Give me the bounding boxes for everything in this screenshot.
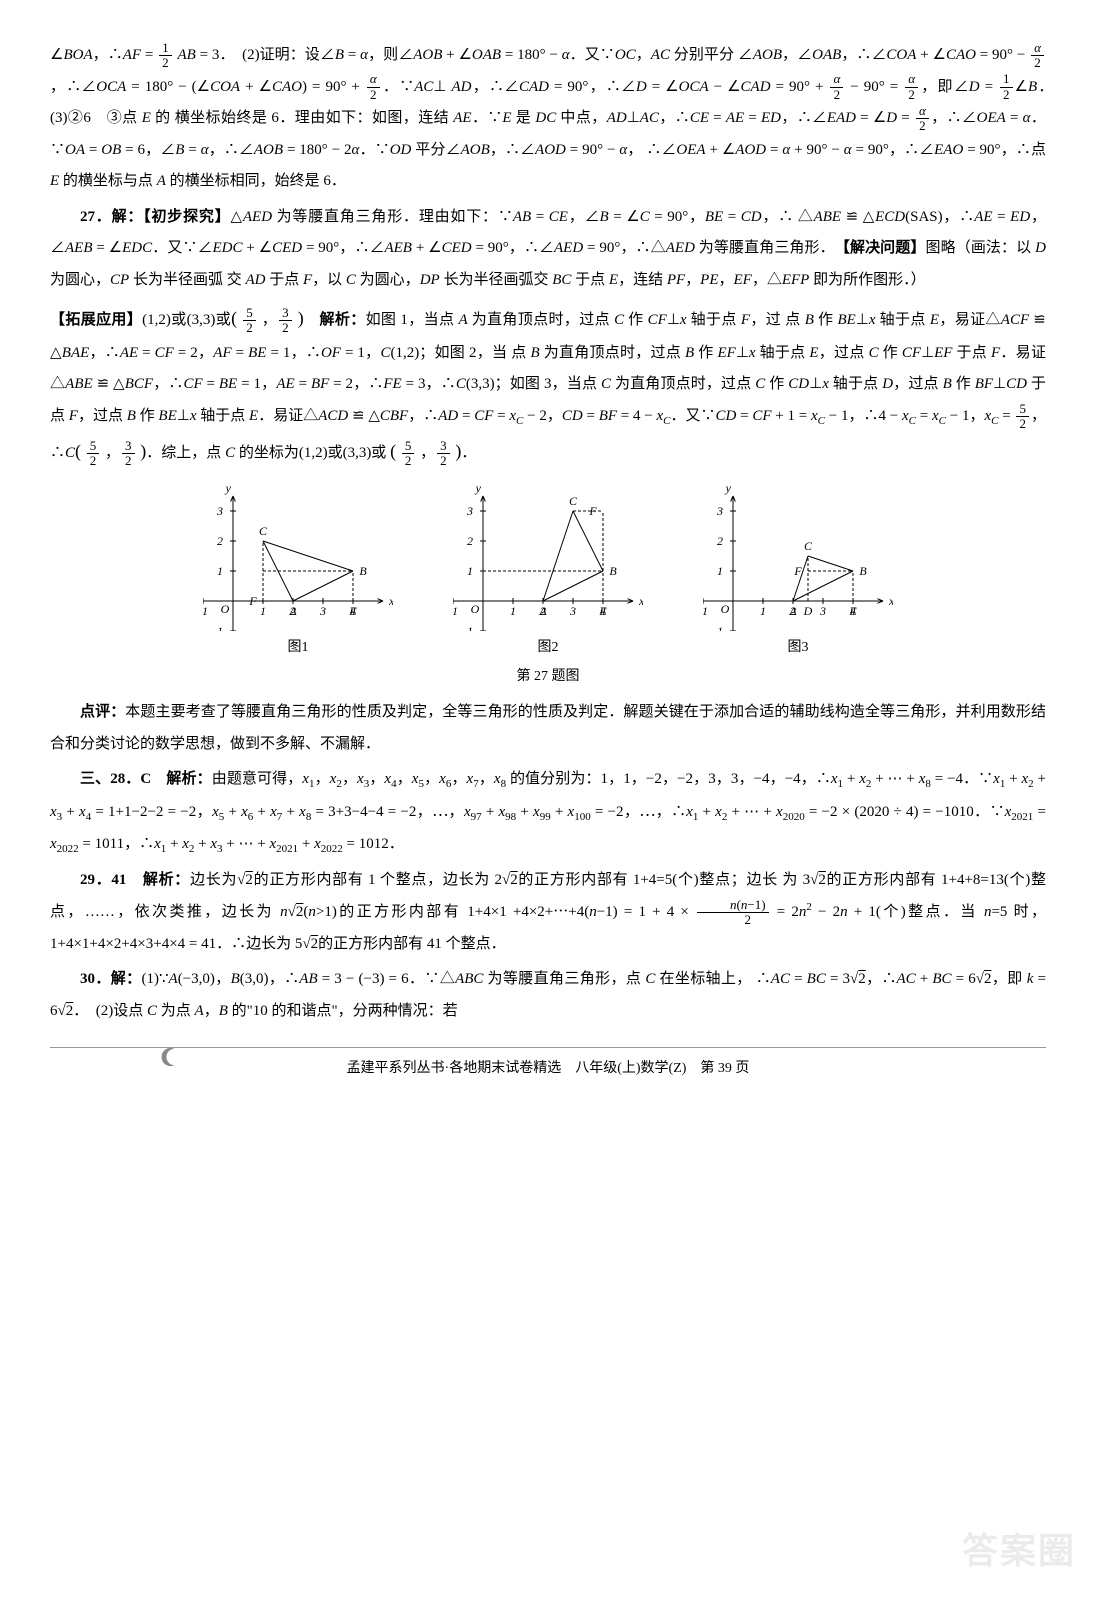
svg-text:1: 1 (467, 564, 473, 578)
watermark: 答案圈 (962, 1514, 1076, 1590)
svg-text:y: y (225, 481, 232, 495)
fig-main-caption: 第 27 题图 (50, 662, 1046, 691)
moon-icon (160, 1046, 182, 1068)
svg-text:1: 1 (260, 604, 266, 618)
svg-text:A: A (288, 604, 297, 618)
page-footer: 孟建平系列丛书·各地期末试卷精选 八年级(上)数学(Z) 第 39 页 (50, 1047, 1046, 1083)
label-comment: 点评： (80, 704, 125, 720)
svg-text:-1: -1 (453, 604, 458, 618)
svg-text:C: C (804, 539, 813, 553)
svg-text:E: E (598, 604, 607, 618)
label-28: 三、28．C (80, 771, 151, 787)
svg-text:E: E (348, 604, 357, 618)
fig2-caption: 图2 (453, 633, 643, 662)
svg-text:y: y (475, 481, 482, 495)
svg-text:3: 3 (716, 504, 723, 518)
svg-text:3: 3 (819, 604, 826, 618)
svg-text:F: F (588, 504, 597, 518)
paragraph-30: 30．解：(1)∵A(−3,0)，B(3,0)，∴AB = 3 − (−3) =… (50, 964, 1046, 1027)
svg-text:C: C (569, 494, 578, 508)
fig3-caption: 图3 (703, 633, 893, 662)
svg-text:A: A (788, 604, 797, 618)
svg-text:-1: -1 (713, 624, 723, 631)
label-29-analysis: 解析： (143, 872, 190, 888)
paragraph-27: 27．解：【初步探究】△AED 为等腰直角三角形．理由如下：∵AB = CE，∠… (50, 202, 1046, 297)
label-analysis: 解析： (319, 312, 365, 328)
svg-text:B: B (609, 564, 617, 578)
figure-row: xyO-11234-1123ABCEF 图1 xyO-11234-1123ABC… (50, 481, 1046, 662)
svg-text:E: E (848, 604, 857, 618)
svg-text:x: x (388, 594, 393, 608)
paragraph-29: 29．41 解析：边长为√2的正方形内部有 1 个整点，边长为 2√2的正方形内… (50, 865, 1046, 961)
svg-text:O: O (721, 602, 730, 616)
svg-text:1: 1 (217, 564, 223, 578)
svg-text:1: 1 (510, 604, 516, 618)
svg-text:1: 1 (760, 604, 766, 618)
svg-text:1: 1 (717, 564, 723, 578)
svg-text:3: 3 (569, 604, 576, 618)
svg-text:2: 2 (467, 534, 473, 548)
svg-text:3: 3 (216, 504, 223, 518)
figure-1: xyO-11234-1123ABCEF 图1 (203, 481, 393, 662)
svg-text:-1: -1 (213, 624, 223, 631)
svg-text:y: y (725, 481, 732, 495)
svg-text:D: D (803, 604, 813, 618)
comment-text: 本题主要考查了等腰直角三角形的性质及判定，全等三角形的性质及判定．解题关键在于添… (50, 704, 1046, 752)
figure-2: xyO-11234-1123ABCEF 图2 (453, 481, 643, 662)
svg-text:3: 3 (466, 504, 473, 518)
svg-text:B: B (359, 564, 367, 578)
svg-text:O: O (471, 602, 480, 616)
svg-text:B: B (859, 564, 867, 578)
svg-text:2: 2 (717, 534, 723, 548)
paragraph-28: 三、28．C 解析：由题意可得，x1，x2，x3，x4，x5，x6，x7，x8 … (50, 764, 1046, 860)
label-29: 29．41 (80, 872, 126, 888)
svg-text:-1: -1 (203, 604, 208, 618)
svg-text:3: 3 (319, 604, 326, 618)
figure-3: xyO-11234-1123ABCEFD 图3 (703, 481, 893, 662)
svg-text:x: x (638, 594, 643, 608)
label-27: 27．解：【初步探究】 (80, 209, 231, 225)
label-30: 30．解： (80, 971, 141, 987)
svg-text:2: 2 (217, 534, 223, 548)
svg-text:-1: -1 (703, 604, 708, 618)
label-ext: 【拓展应用】 (50, 312, 142, 328)
svg-text:x: x (888, 594, 893, 608)
svg-text:F: F (248, 594, 257, 608)
svg-text:F: F (793, 564, 802, 578)
paragraph-27-ext: 【拓展应用】(1,2)或(3,3)或( 52 ，32 ) 解析：如图 1，当点 … (50, 300, 1046, 471)
svg-text:-1: -1 (463, 624, 473, 631)
svg-text:C: C (259, 524, 268, 538)
svg-text:A: A (538, 604, 547, 618)
footer-text: 孟建平系列丛书·各地期末试卷精选 八年级(上)数学(Z) 第 39 页 (347, 1061, 750, 1076)
paragraph-26-cont: ∠BOA，∴AF = 12 AB = 3． (2)证明：设∠B = α，则∠AO… (50, 40, 1046, 198)
label-28-analysis: 解析： (166, 771, 211, 787)
paragraph-comment: 点评：本题主要考查了等腰直角三角形的性质及判定，全等三角形的性质及判定．解题关键… (50, 697, 1046, 760)
fig1-caption: 图1 (203, 633, 393, 662)
svg-text:O: O (221, 602, 230, 616)
